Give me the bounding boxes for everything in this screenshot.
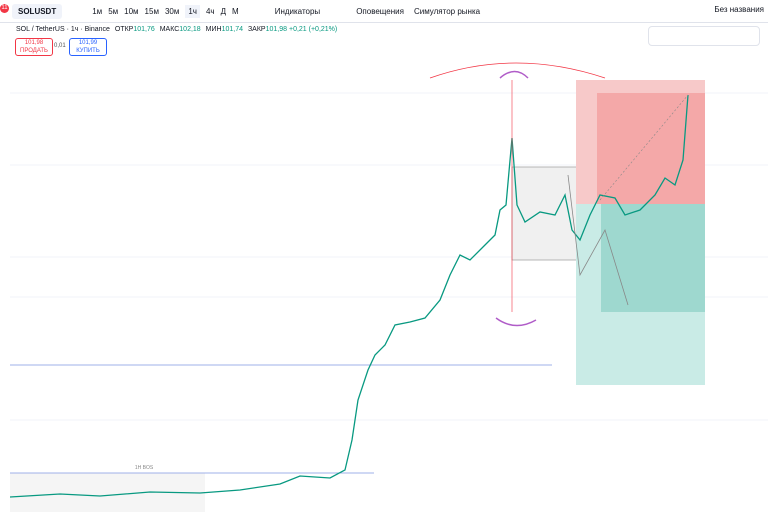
buy-button[interactable]: 101,99 КУПИТЬ [69,38,107,56]
target-zone [601,204,705,312]
arc [429,62,606,79]
legend-title: SOL / TetherUS · 1ч · Binance [16,26,110,33]
sell-button[interactable]: 101,98 ПРОДАТЬ [15,38,53,56]
ohlc-value: 102,18 [179,26,201,33]
badge: 11 [0,4,9,13]
interval[interactable]: 1ч [185,4,200,18]
interval[interactable]: 15м [144,6,159,16]
stop-zone [597,93,705,204]
sell-label: ПРОДАТЬ [20,48,48,54]
ohlc-value: 101,74 [221,26,243,33]
ohlc-label: ЗАКР [247,26,266,33]
simulator[interactable]: Симулятор рынка [413,6,481,16]
price-path [9,94,689,498]
interval[interactable]: 5м [108,6,119,16]
interval[interactable]: М [232,6,239,16]
drawing-toolbar[interactable] [648,26,760,46]
interval[interactable]: 4ч [205,6,215,16]
indicators[interactable]: Индикаторы [274,6,321,16]
layout-name[interactable]: Без названия [714,5,764,14]
ratio-line [599,94,689,201]
top-toolbar: SOLUSDT 1м 5м 10м 15м 30м 1ч 4ч Д М Инди… [0,0,768,23]
alerts[interactable]: Оповещения [356,6,404,16]
ohlc-value: 101,76 [133,26,155,33]
arc [495,317,537,327]
legend: SOL / TetherUS · 1ч · Binance ОТКР101,76… [16,26,337,33]
interval[interactable]: 30м [164,6,180,16]
buy-label: КУПИТЬ [76,48,100,54]
symbol[interactable]: SOLUSDT [12,3,63,19]
ohlc-label: ОТКР [114,26,134,33]
ohlc-value: 101,98 [265,26,288,33]
interval[interactable]: Д [220,6,227,16]
sell-price: 101,98 [24,40,44,46]
interval[interactable]: 1м [92,6,103,16]
interval[interactable]: 10м [124,6,139,16]
ohlc-label: МИН [205,26,222,33]
buy-price: 101,99 [78,40,98,46]
ohlc-label: МАКС [159,26,180,33]
spread: 0,01 [54,43,66,49]
projection [567,174,629,306]
bos-label: 1H BOS [135,465,154,471]
change: +0,21 (+0,21%) [288,26,338,33]
arc [499,70,529,79]
